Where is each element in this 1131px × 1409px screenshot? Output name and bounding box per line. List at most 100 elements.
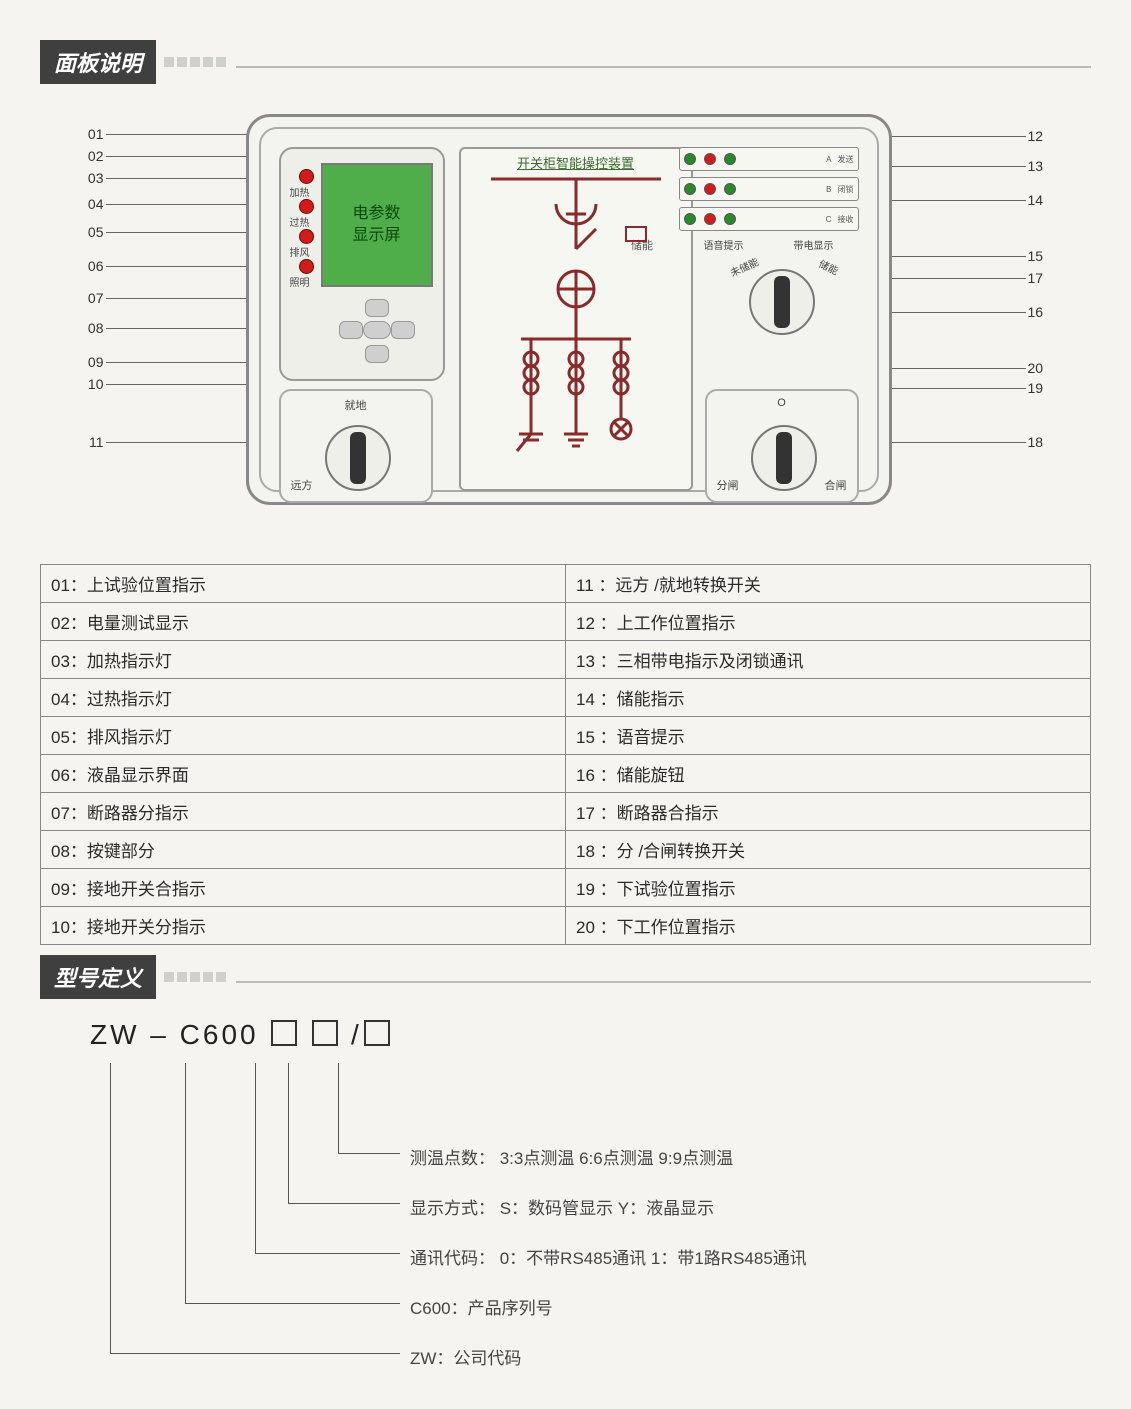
lcd-l1: 电参数 [352,203,400,225]
desc-cell: 06：液晶显示界面 [41,755,566,793]
model-box-1 [271,1020,297,1046]
callout-15: 15 [1028,248,1066,264]
mimic-diagram: 开关柜智能操控装置 [459,147,693,491]
panel-heading: 面板说明 [40,40,156,84]
callout-13: 13 [1028,158,1066,174]
storage-knob-r: 储能 [816,255,840,277]
desc-cell: 04：过热指示灯 [41,679,566,717]
table-row: 08：按键部分18 ：分 /合闸转换开关 [41,831,1091,869]
desc-cell: 18 ：分 /合闸转换开关 [566,831,1091,869]
knob-left[interactable] [325,425,391,491]
callout-20: 20 [1028,360,1066,376]
phase-b: B 闭锁 [679,177,859,201]
table-row: 02：电量测试显示12 ：上工作位置指示 [41,603,1091,641]
desc-cell: 16 ：储能旋钮 [566,755,1091,793]
model-line-3: 通讯代码： 0：不带RS485通讯 1：带1路RS485通讯 [410,1244,807,1269]
desc-cell: 03：加热指示灯 [41,641,566,679]
key-left[interactable] [339,321,363,339]
table-row: 10：接地开关分指示20 ：下工作位置指示 [41,907,1091,945]
callout-19: 19 [1028,380,1066,396]
callout-12: 12 [1028,128,1066,144]
phase-panel: A 发送 B 闭锁 C 接收 语音提示 带电显示 [679,147,859,252]
table-row: 09：接地开关合指示19 ：下试验位置指示 [41,869,1091,907]
callout-11: 11 [66,434,104,450]
callout-18: 18 [1028,434,1066,450]
model-line-4: C600：产品序列号 [410,1294,553,1319]
model-prefix: ZW – C600 [90,1019,259,1050]
decor-checker-2 [164,972,226,982]
callout-07: 07 [66,290,104,306]
description-table: 01：上试验位置指示11 ：远方 /就地转换开关02：电量测试显示12 ：上工作… [40,564,1091,945]
keypad[interactable] [335,299,415,367]
device-title: 开关柜智能操控装置 [461,153,691,172]
key-down[interactable] [365,345,389,363]
desc-cell: 20 ：下工作位置指示 [566,907,1091,945]
desc-cell: 13 ：三相带电指示及闭锁通讯 [566,641,1091,679]
lcd-screen: 电参数 显示屏 [321,163,433,287]
callout-03: 03 [66,170,104,186]
section-title-panel: 面板说明 [40,40,1091,84]
phase-a: A 发送 [679,147,859,171]
table-row: 04：过热指示灯14 ：储能指示 [41,679,1091,717]
desc-cell: 11 ：远方 /就地转换开关 [566,565,1091,603]
led-heat [299,169,314,184]
desc-cell: 01：上试验位置指示 [41,565,566,603]
table-row: 01：上试验位置指示11 ：远方 /就地转换开关 [41,565,1091,603]
callout-09: 09 [66,354,104,370]
model-line-1: 测温点数： 3:3点测温 6:6点测温 9:9点测温 [410,1144,733,1169]
led-fan [299,229,314,244]
knob-right-r: 合闸 [825,477,847,493]
knob-local-remote: 就地 远方 [279,389,433,503]
device-outline: 加热 过热 排风 照明 电参数 显示屏 开关柜智能操控装置 [246,114,892,505]
desc-cell: 10：接地开关分指示 [41,907,566,945]
led-label-fan: 排风 [285,244,315,259]
led-label-heat: 加热 [285,184,315,199]
desc-cell: 14 ：储能指示 [566,679,1091,717]
callout-01: 01 [66,126,104,142]
lcd-l2: 显示屏 [352,225,400,247]
key-right[interactable] [391,321,415,339]
callout-06: 06 [66,258,104,274]
callout-10: 10 [66,376,104,392]
desc-cell: 07：断路器分指示 [41,793,566,831]
knob-left-l: 远方 [291,477,313,493]
decor-rule [236,56,1091,68]
storage-knob[interactable] [749,269,815,335]
desc-cell: 09：接地开关合指示 [41,869,566,907]
model-code: ZW – C600 / [90,1019,392,1051]
knob-left-title: 就地 [281,397,431,413]
model-box-2 [312,1020,338,1046]
storage-knob-l: 未储能 [727,253,761,279]
key-ok[interactable] [363,321,391,339]
desc-cell: 05：排风指示灯 [41,717,566,755]
panel-diagram: 01 02 03 04 05 06 07 08 09 10 11 12 13 1… [66,104,1066,544]
desc-cell: 02：电量测试显示 [41,603,566,641]
knob-right[interactable] [751,425,817,491]
callout-05: 05 [66,224,104,240]
callout-14: 14 [1028,192,1066,208]
model-line-5: ZW：公司代码 [410,1344,521,1369]
knob-right-l: 分闸 [717,477,739,493]
decor-rule-2 [236,971,1091,983]
callout-04: 04 [66,196,104,212]
desc-cell: 08：按键部分 [41,831,566,869]
mimic-svg: 储能 [461,149,691,489]
model-heading: 型号定义 [40,955,156,999]
led-light [299,259,314,274]
table-row: 03：加热指示灯13 ：三相带电指示及闭锁通讯 [41,641,1091,679]
key-up[interactable] [365,299,389,317]
decor-checker [164,57,226,67]
table-row: 07：断路器分指示17 ：断路器合指示 [41,793,1091,831]
desc-cell: 15 ：语音提示 [566,717,1091,755]
desc-cell: 12 ：上工作位置指示 [566,603,1091,641]
desc-cell: 19 ：下试验位置指示 [566,869,1091,907]
model-box-3 [364,1020,390,1046]
led-label-over: 过热 [285,214,315,229]
table-row: 06：液晶显示界面16 ：储能旋钮 [41,755,1091,793]
led-label-light: 照明 [285,274,315,289]
live-label: 带电显示 [794,237,834,252]
lcd-module: 加热 过热 排风 照明 电参数 显示屏 [279,147,445,381]
callout-16: 16 [1028,304,1066,320]
knob-open-close: O 分闸 合闸 [705,389,859,503]
callout-02: 02 [66,148,104,164]
